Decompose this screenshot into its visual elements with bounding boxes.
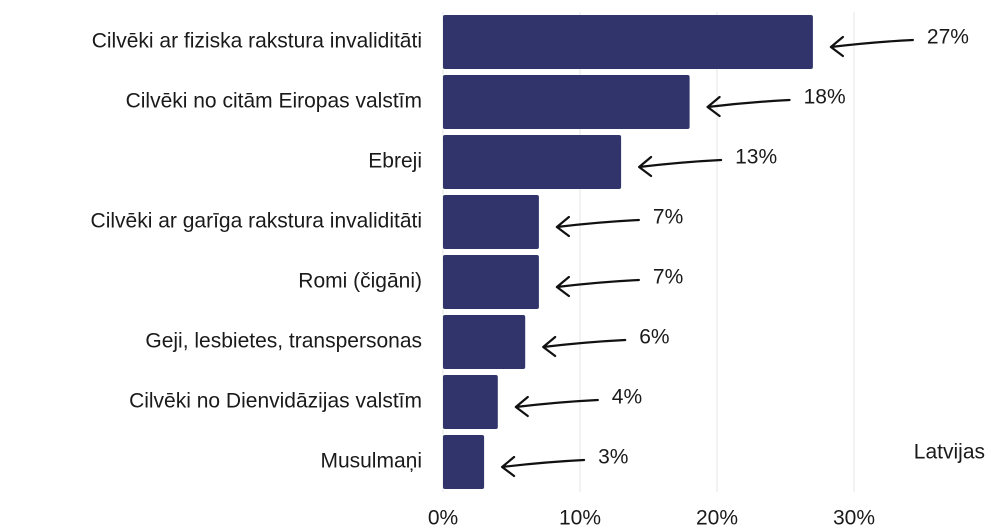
x-tick-label: 20% bbox=[696, 507, 738, 530]
value-label: 18% bbox=[804, 86, 846, 109]
bar bbox=[443, 75, 690, 129]
bar bbox=[443, 195, 539, 249]
arrow bbox=[638, 155, 723, 178]
bar bbox=[443, 435, 485, 489]
y-tick-label: Cilvēki ar garīga rakstura invaliditāti bbox=[91, 210, 422, 233]
bar bbox=[443, 255, 539, 309]
value-label: 6% bbox=[639, 326, 669, 349]
arrow bbox=[829, 35, 914, 58]
arrow bbox=[542, 335, 627, 358]
x-tick-label: 30% bbox=[833, 507, 875, 530]
value-label: 13% bbox=[735, 146, 777, 169]
bar bbox=[443, 315, 526, 369]
y-tick-label: Geji, lesbietes, transpersonas bbox=[145, 330, 422, 353]
y-tick-label: Cilvēki no Dienvidāzijas valstīm bbox=[129, 390, 422, 413]
arrow bbox=[706, 95, 791, 118]
value-label: 4% bbox=[612, 386, 642, 409]
arrow bbox=[555, 215, 640, 238]
y-tick-label: Ebreji bbox=[368, 150, 422, 173]
x-tick-label: 10% bbox=[559, 507, 601, 530]
arrow bbox=[555, 275, 640, 298]
value-label: 3% bbox=[598, 446, 628, 469]
y-tick-label: Romi (čigāni) bbox=[298, 270, 422, 293]
y-tick-label: Musulmaņi bbox=[320, 450, 422, 473]
value-label: 27% bbox=[927, 26, 969, 49]
x-tick-label: 0% bbox=[428, 507, 458, 530]
value-label: 7% bbox=[653, 206, 683, 229]
annotation: Latvijas bbox=[914, 441, 985, 464]
value-label: 7% bbox=[653, 266, 683, 289]
bar bbox=[443, 135, 622, 189]
arrow bbox=[501, 455, 586, 478]
y-tick-label: Cilvēki ar fiziska rakstura invaliditāti bbox=[92, 30, 422, 53]
arrow bbox=[514, 395, 599, 418]
bar bbox=[443, 375, 498, 429]
bar bbox=[443, 15, 813, 69]
y-tick-label: Cilvēki no citām Eiropas valstīm bbox=[126, 90, 422, 113]
